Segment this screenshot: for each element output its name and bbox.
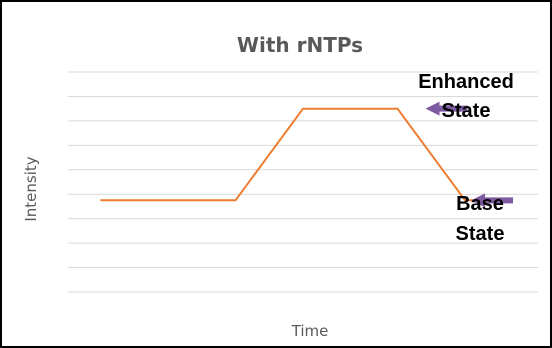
- base-state-arrow: [471, 193, 514, 208]
- base-state-label-line1: Base: [456, 193, 504, 215]
- x-axis-label: Time: [291, 322, 329, 340]
- base-state-label-line2: State: [456, 223, 505, 245]
- intensity-line: [100, 107, 506, 202]
- enhanced-state-label-line2: State: [442, 100, 491, 122]
- y-axis-label: Intensity: [22, 156, 40, 221]
- gridlines: [68, 71, 538, 293]
- enhanced-state-arrow: [425, 101, 468, 116]
- enhanced-state-annotation: Enhanced State: [418, 71, 514, 122]
- chart-title: With rNTPs: [237, 33, 363, 57]
- base-state-annotation: Base State: [456, 193, 514, 245]
- enhanced-state-label-line1: Enhanced: [418, 71, 514, 93]
